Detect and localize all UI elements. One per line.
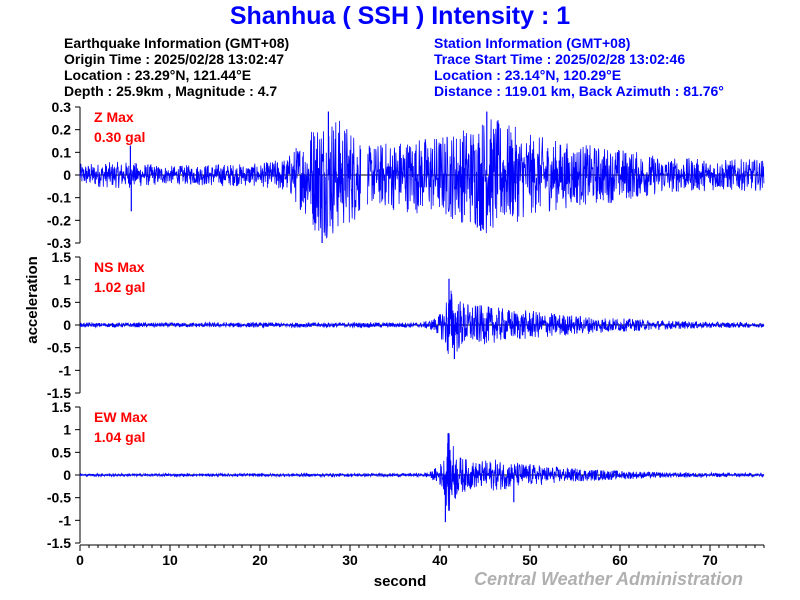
x-tick-label: 20 — [252, 552, 268, 568]
x-tick-label: 60 — [612, 552, 628, 568]
y-tick-label: 1 — [63, 272, 71, 288]
max-label-value: 1.04 gal — [94, 429, 145, 445]
y-tick-label: 0 — [63, 317, 71, 333]
x-tick-label: 30 — [342, 552, 358, 568]
y-tick-label: 0.3 — [52, 99, 72, 115]
y-tick-label: -0.5 — [47, 340, 71, 356]
waveform-trace-ew — [79, 432, 765, 511]
max-label-title: EW Max — [94, 409, 148, 425]
max-label-value: 0.30 gal — [94, 129, 145, 145]
y-axis-label: acceleration — [24, 256, 41, 344]
station-info-heading: Station Information (GMT+08) — [434, 35, 631, 51]
x-tick-label: 40 — [432, 552, 448, 568]
y-tick-label: 1.5 — [52, 249, 72, 265]
x-tick-label: 70 — [702, 552, 718, 568]
y-tick-label: 0.1 — [52, 144, 72, 160]
y-tick-label: -0.1 — [47, 190, 71, 206]
trace-start-time: Trace Start Time : 2025/02/28 13:02:46 — [434, 51, 686, 67]
x-axis-label: second — [374, 573, 427, 590]
x-tick-label: 0 — [76, 552, 84, 568]
earthquake-info-heading: Earthquake Information (GMT+08) — [64, 35, 290, 51]
x-tick-label: 10 — [162, 552, 178, 568]
x-tick-label: 50 — [522, 552, 538, 568]
y-tick-label: -1.5 — [47, 535, 71, 551]
credit-text: Central Weather Administration — [474, 569, 744, 589]
y-tick-label: 0.2 — [52, 122, 72, 138]
y-tick-label: -1 — [59, 512, 72, 528]
origin-time: Origin Time : 2025/02/28 13:02:47 — [64, 51, 284, 67]
y-tick-label: -1 — [59, 362, 72, 378]
y-tick-label: 0.5 — [52, 294, 72, 310]
waveform-trace-ns — [79, 290, 765, 355]
y-tick-label: -1.5 — [47, 385, 71, 401]
depth-magnitude: Depth : 25.9km , Magnitude : 4.7 — [64, 83, 278, 99]
epicenter-location: Location : 23.29°N, 121.44°E — [64, 67, 252, 83]
station-info: Station Information (GMT+08) Trace Start… — [434, 35, 724, 99]
chart-title: Shanhua ( SSH ) Intensity : 1 — [229, 2, 571, 30]
y-tick-label: 0 — [63, 467, 71, 483]
station-location: Location : 23.14°N, 120.29°E — [434, 67, 622, 83]
y-tick-label: -0.3 — [47, 235, 71, 251]
y-tick-label: 1 — [63, 422, 71, 438]
y-tick-label: -0.2 — [47, 212, 71, 228]
y-tick-label: -0.5 — [47, 490, 71, 506]
waveform-trace-z — [79, 119, 765, 239]
max-label-title: NS Max — [94, 259, 145, 275]
y-tick-label: 0.5 — [52, 444, 72, 460]
max-label-title: Z Max — [94, 109, 134, 125]
earthquake-info: Earthquake Information (GMT+08) Origin T… — [64, 35, 289, 99]
y-tick-label: 1.5 — [52, 399, 72, 415]
y-tick-label: 0 — [63, 167, 71, 183]
distance-azimuth: Distance : 119.01 km, Back Azimuth : 81.… — [434, 83, 724, 99]
max-label-value: 1.02 gal — [94, 279, 145, 295]
